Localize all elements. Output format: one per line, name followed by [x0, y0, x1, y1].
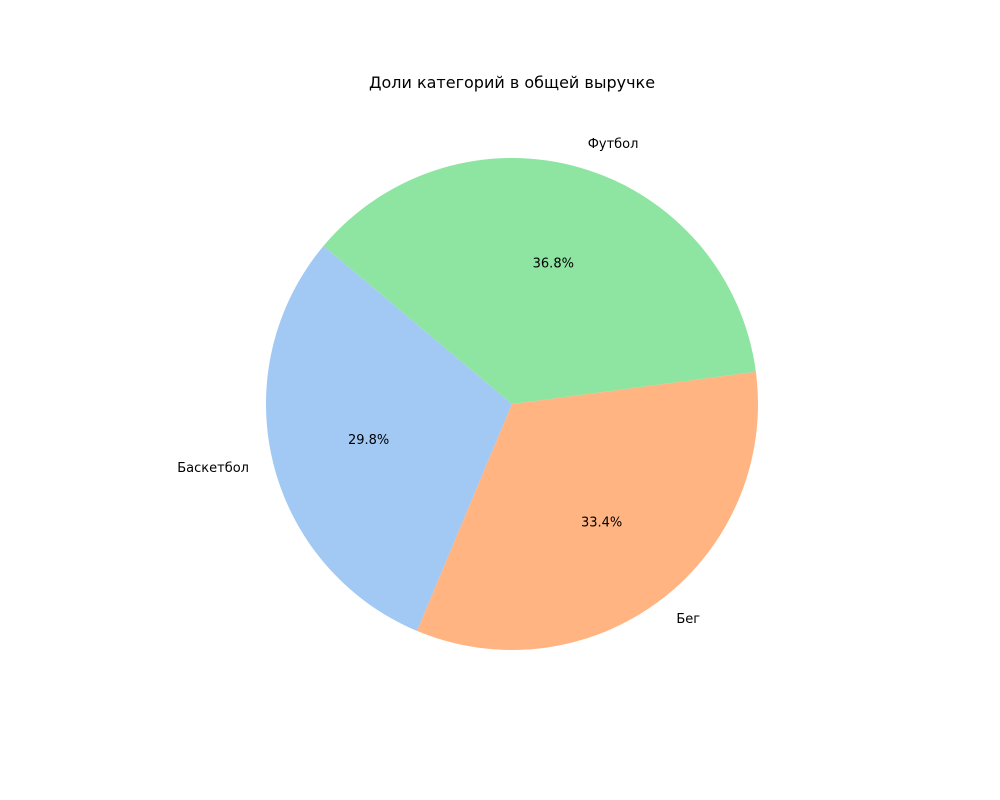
chart-title: Доли категорий в общей выручке [369, 73, 655, 92]
pie-slices [265, 157, 758, 650]
slice-label-1: Баскетбол [177, 461, 249, 476]
pie-labels: Баскетбол 29.8% Бег 33.4% Футбол 36.8% [177, 137, 700, 627]
pie-slice-2 [416, 371, 758, 650]
pie-slice-3 [323, 157, 756, 404]
slice-percent-2: 33.4% [581, 515, 622, 530]
slice-label-3: Футбол [588, 137, 639, 152]
slice-label-2: Бег [676, 612, 700, 627]
slice-percent-3: 36.8% [533, 256, 574, 271]
pie-slice-1 [265, 245, 512, 631]
slice-percent-1: 29.8% [348, 433, 389, 448]
